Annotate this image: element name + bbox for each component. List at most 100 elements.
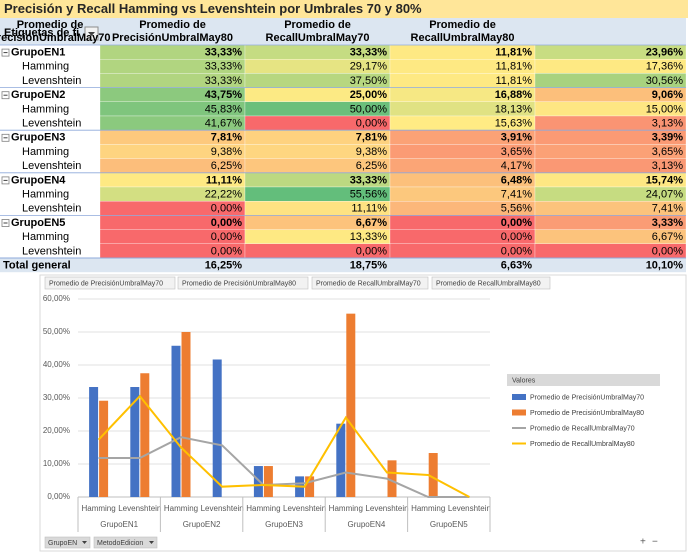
cell-value: 25,00% [350, 89, 388, 101]
cell-value: 13,33% [350, 231, 388, 243]
row-label: GrupoEN4 [11, 174, 66, 186]
column-header: Promedio de [17, 19, 84, 31]
value-field-label: Promedio de PrecisiónUmbralMay80 [182, 280, 296, 287]
sheet-title: Precisión y Recall Hamming vs Levenshtei… [4, 1, 422, 16]
cell-value: 9,38% [356, 146, 387, 158]
cell-value: 3,65% [501, 146, 532, 158]
table-header [0, 18, 686, 45]
cell-value: 33,33% [205, 47, 243, 59]
cell-value: 7,81% [211, 132, 242, 144]
cell-value: 33,33% [350, 174, 388, 186]
axis-field-button[interactable] [44, 536, 91, 549]
row-label: Levenshtein [22, 118, 81, 130]
row-label: GrupoEN2 [11, 89, 65, 101]
cell-value: 0,00% [211, 203, 242, 215]
cell-value: 0,00% [501, 217, 532, 229]
x-tick-label: Levenshtein [365, 504, 408, 513]
cell-value: 6,48% [501, 174, 532, 186]
value-field-button[interactable] [311, 276, 429, 290]
column-header: RecallUmbralMay70 [266, 32, 370, 44]
cell-value: 22,22% [205, 189, 243, 201]
line [98, 436, 470, 498]
bar [99, 400, 109, 497]
value-field-button[interactable] [431, 276, 551, 290]
cell-value: 9,06% [652, 89, 683, 101]
dropdown-arrow [149, 541, 154, 544]
row-label: Hamming [22, 61, 69, 73]
value-field-label: Promedio de RecallUmbralMay70 [316, 280, 421, 287]
cell-value: 4,17% [501, 160, 532, 172]
collapse-icon[interactable]: − [652, 537, 658, 548]
cell-value: 6,67% [356, 217, 387, 229]
cell-value: 30,56% [646, 75, 684, 87]
x-tick-label: Hamming [329, 504, 363, 513]
y-tick-label: 0,00% [47, 492, 70, 501]
column-header: PrecisiónUmbralMay80 [112, 32, 233, 44]
group-label: GrupoEN1 [100, 520, 138, 529]
row-label: Hamming [22, 103, 69, 115]
cell-value: 6,63% [501, 260, 532, 272]
expand-icon[interactable]: + [640, 537, 646, 548]
cell-value: 18,13% [495, 103, 533, 115]
cell-value: 3,13% [652, 160, 683, 172]
bar [130, 387, 140, 497]
bar [428, 453, 438, 497]
dropdown-arrow [82, 541, 87, 544]
value-field-button[interactable] [177, 276, 309, 290]
cell-value: 3,39% [652, 132, 683, 144]
cell-value: 55,56% [350, 189, 388, 201]
column-header: RecallUmbralMay80 [411, 32, 515, 44]
cell-value: 18,75% [350, 260, 388, 272]
row-label: Levenshtein [22, 75, 81, 87]
legend-swatch [512, 409, 526, 416]
cell-value: 15,74% [646, 174, 684, 186]
legend-label: Promedio de PrecisiónUmbralMay70 [530, 394, 644, 401]
row-label: Total general [3, 260, 71, 272]
cell-value: 29,17% [350, 61, 388, 73]
cell-value: 50,00% [350, 103, 388, 115]
bar [140, 373, 150, 497]
cell-value: 16,88% [495, 89, 533, 101]
cell-value: 0,00% [211, 231, 242, 243]
cell-value: 41,67% [205, 118, 243, 130]
cell-value: 33,33% [205, 61, 243, 73]
value-field-button[interactable] [44, 276, 176, 290]
cell-value: 0,00% [211, 217, 242, 229]
cell-value: 16,25% [205, 260, 243, 272]
bar [89, 387, 99, 497]
line [97, 394, 470, 498]
cell-value: 33,33% [350, 47, 388, 59]
group-label: GrupoEN4 [348, 520, 386, 529]
row-label: Levenshtein [22, 203, 81, 215]
bar [171, 345, 181, 497]
filter-arrow [88, 32, 95, 36]
cell-value: 11,11% [351, 203, 387, 215]
row-label: GrupoEN1 [11, 47, 65, 59]
row-label: Levenshtein [22, 245, 81, 257]
cell-value: 11,81% [496, 75, 533, 87]
legend-title: Valores [512, 377, 536, 384]
cell-value: 3,33% [652, 217, 683, 229]
cell-value: 0,00% [211, 245, 242, 257]
cell-value: 7,41% [652, 203, 683, 215]
legend-swatch [512, 394, 526, 400]
axis-field-button[interactable] [93, 536, 158, 549]
cell-value: 7,81% [356, 132, 387, 144]
cell-value: 6,25% [211, 160, 242, 172]
cell-value: 11,81% [495, 47, 532, 59]
cell-value: 0,00% [356, 245, 387, 257]
y-tick-label: 10,00% [43, 459, 70, 468]
y-tick-label: 30,00% [43, 393, 70, 402]
value-field-label: Promedio de RecallUmbralMay80 [436, 280, 541, 287]
group-label: GrupoEN3 [265, 520, 303, 529]
cell-value: 0,00% [652, 245, 683, 257]
cell-value: 37,50% [350, 75, 388, 87]
x-tick-label: Levenshtein [201, 504, 244, 513]
row-label: Hamming [22, 146, 69, 158]
legend-label: Promedio de RecallUmbralMay70 [530, 425, 635, 432]
row-labels-header: Etiquetas de fi [4, 27, 79, 39]
cell-value: 6,67% [652, 231, 683, 243]
axis-field-label: MetodoEdicion [97, 540, 143, 547]
bar [263, 466, 273, 497]
